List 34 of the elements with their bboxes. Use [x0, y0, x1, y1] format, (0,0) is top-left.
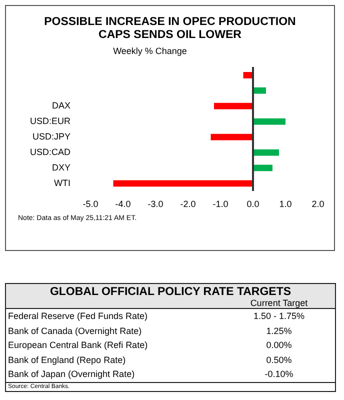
chart-subtitle: Weekly % Change [112, 46, 188, 56]
x-tick-label: -5.0 [82, 199, 98, 210]
bar [113, 180, 253, 187]
chart-title: POSSIBLE INCREASE IN OPEC PRODUCTION CAPS SENDS OIL LOWER [43, 16, 297, 42]
category-label: Bank of England (Repo Rate) [7, 354, 127, 367]
text: GLOBAL OFFICIAL POLICY RATE TARGETS [6, 284, 335, 298]
x-tick-label: -1.0 [212, 199, 228, 210]
y-tick-label: USD:EUR [30, 116, 71, 126]
bar [253, 149, 279, 156]
x-tick-label: -2.0 [180, 199, 196, 210]
x-tick-label: 2.0 [312, 199, 324, 210]
text: 0.50% [266, 354, 292, 364]
y-tick-label: DXY [52, 162, 71, 172]
x-tick-label: 0.0 [246, 199, 260, 210]
text: 0.00% [266, 340, 292, 350]
category-label: Bank of Japan (Overnight Rate) [7, 368, 136, 381]
text: 1.25% [266, 326, 292, 336]
x-tick-label: -3.0 [148, 199, 164, 210]
y-tick-label: USD:CAD [30, 146, 71, 157]
y-tick-label: DAX [52, 100, 71, 111]
y-tick-label: WTI [54, 178, 71, 188]
category-label: Bank of Canada (Overnight Rate) [7, 324, 143, 338]
text: -0.10% [264, 369, 294, 379]
bar [210, 134, 253, 140]
text: Current Target [249, 298, 309, 308]
y-tick-label: USD:JPY [32, 132, 71, 142]
x-tick-label: 1.0 [279, 199, 292, 210]
bar [214, 102, 253, 110]
text: 1.50 - 1.75% [253, 311, 305, 321]
bar [253, 118, 286, 125]
category-label: European Central Bank (Refi Rate) [7, 339, 149, 352]
category-label: Federal Reserve (Fed Funds Rate) [7, 310, 149, 323]
bar [253, 87, 266, 94]
x-tick-label: -4.0 [115, 199, 131, 210]
